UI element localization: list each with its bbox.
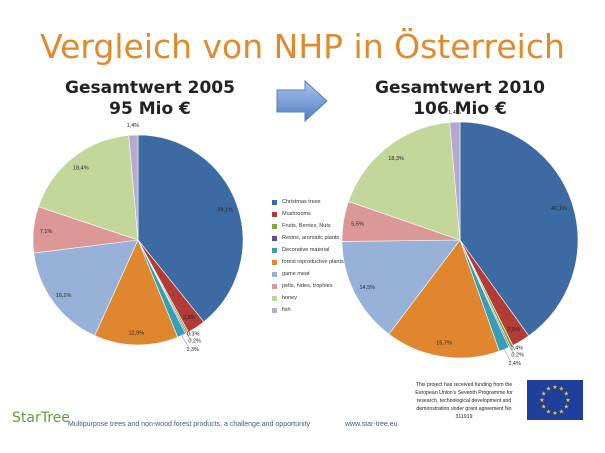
pie2-label-0: 40,1% (551, 206, 567, 212)
eu-star-icon: ★ (552, 384, 557, 391)
pie2-slice-6 (341, 239, 461, 335)
pie1-label-6: 16,2% (56, 293, 72, 299)
pie2-slice-8 (348, 122, 461, 241)
legend-swatch (272, 295, 277, 301)
footer-tagline: Multipurpose trees and non-wood forest p… (68, 421, 311, 428)
pie2-label-8: 18,3% (388, 156, 404, 162)
legend-label: forest reproductive plants (282, 259, 344, 265)
pie1-leader-3 (185, 333, 192, 341)
legend-swatch (272, 235, 277, 241)
legend-label: pelts, hides, trophies (282, 283, 333, 289)
legend: Christmas trees Mushrooms Fruits, Berries,… (272, 196, 344, 316)
pie1-label-1: 2,8% (183, 315, 196, 321)
pie2-leader-2 (511, 345, 514, 348)
pie2-label-7: 5,5% (351, 221, 364, 227)
pie2-label-4: 1,4% (508, 361, 521, 367)
chart1-heading: Gesamtwert 2005 95 Mio € (50, 78, 250, 120)
pie2-label-3: 0,2% (511, 352, 524, 358)
pie1-label-9: 1,4% (127, 123, 140, 129)
legend-item: Fruits, Berries, Nuts (272, 220, 344, 232)
pie2-slice-0 (459, 121, 579, 337)
pie2-label-6: 14,5% (359, 285, 375, 291)
pie1-label-2: 0,3% (187, 332, 200, 338)
eu-stars: ★★★★★★★★★ ★ ★★ (539, 384, 570, 417)
legend-swatch (272, 259, 277, 265)
legend-item: game meat (272, 268, 344, 280)
pie2-label-5: 15,7% (436, 341, 452, 347)
pie1-slice-0 (137, 134, 244, 323)
legend-swatch (272, 199, 277, 205)
pie1-leader-4 (181, 335, 190, 349)
legend-item: pelts, hides, trophies (272, 280, 344, 292)
legend-label: Mushrooms (282, 211, 311, 217)
pie2-slice-9 (449, 121, 461, 241)
eu-star-icon: ★ (552, 410, 557, 417)
pie2-leader-3 (509, 346, 515, 355)
pie2-label-2: 0,4% (511, 345, 524, 351)
legend-item: honey (272, 292, 344, 304)
eu-star-icon: ★ (559, 408, 564, 415)
slide-title: Vergleich von NHP in Österreich (40, 27, 565, 66)
legend-label: game meat (282, 271, 310, 277)
legend-swatch (272, 307, 277, 313)
legend-item: Christmas trees (272, 196, 344, 208)
pie1-label-4: 1,3% (186, 347, 199, 353)
pie2-label-9: 1,4% (448, 110, 461, 116)
footer-url[interactable]: www.star-tree.eu (345, 421, 398, 428)
legend-label: honey (282, 295, 297, 301)
pie1-label-3: 0,2% (188, 338, 201, 344)
pie1-slice-9 (128, 134, 139, 241)
legend-swatch (272, 271, 277, 277)
eu-star-icon: ★ (546, 386, 551, 393)
legend-item: fish (272, 304, 344, 316)
eu-star-icon: ★ (541, 404, 546, 411)
pie1-leader-2 (187, 332, 191, 334)
pie2-label-1: 2,5% (507, 327, 520, 333)
pie1-slice-8 (38, 135, 139, 241)
eu-star-icon: ★ (559, 386, 564, 393)
logo-startree: StarTree (12, 410, 70, 426)
eu-star-icon: ★ (546, 408, 551, 415)
pie2-slice-5 (388, 239, 500, 359)
chart2-heading-value: 106 Mio € (413, 99, 507, 119)
chart2-heading: Gesamtwert 2010 106 Mio € (350, 78, 570, 120)
pie1-label-8: 18,4% (73, 166, 89, 172)
eu-funding-text: This project has received funding from t… (415, 382, 513, 420)
chart1-heading-year: Gesamtwert 2005 (65, 78, 235, 98)
legend-item: Resins, aromatic plants (272, 232, 344, 244)
eu-star-icon: ★ (564, 404, 569, 411)
legend-swatch (272, 247, 277, 253)
pie-chart-2005: 39,1% 2,8% 0,3%0,2% 1,3% 12,9% 16,2% 7,1% 18,4%… (32, 123, 244, 353)
pie2-leader-4 (503, 349, 512, 363)
legend-item: forest reproductive plants (272, 256, 344, 268)
eu-star-icon: ★ (565, 397, 570, 404)
eu-star-icon: ★ (539, 397, 544, 404)
chart1-heading-value: 95 Mio € (109, 99, 191, 119)
legend-item: Decorative material (272, 244, 344, 256)
legend-label: fish (282, 307, 291, 313)
legend-label: Christmas trees (282, 199, 321, 205)
arrow-right-icon (276, 79, 328, 123)
chart2-heading-year: Gesamtwert 2010 (375, 78, 545, 98)
eu-flag-icon: ★ ★ ★ ★ ★ ★ ★ ★ ★ ★ ★ ★ (527, 380, 583, 420)
legend-swatch (272, 283, 277, 289)
eu-star-icon: ★ (564, 391, 569, 398)
legend-label: Fruits, Berries, Nuts (282, 223, 331, 229)
legend-label: Decorative material (282, 247, 330, 253)
legend-label: Resins, aromatic plants (282, 235, 340, 241)
eu-star-icon: ★ (541, 391, 546, 398)
pie1-label-0: 39,1% (217, 207, 233, 213)
legend-swatch (272, 211, 277, 217)
pie1-slice-6 (33, 239, 139, 337)
legend-item: Mushrooms (272, 208, 344, 220)
pie1-label-5: 12,9% (128, 330, 144, 336)
legend-swatch (272, 223, 277, 229)
pie1-label-7: 7,1% (40, 229, 53, 235)
pie-chart-2010: 40,1% 2,5% 0,4%0,2% 1,4% 15,7% 14,5% 5,5% 18,3%… (341, 110, 579, 367)
pie1-slice-5 (94, 239, 179, 346)
